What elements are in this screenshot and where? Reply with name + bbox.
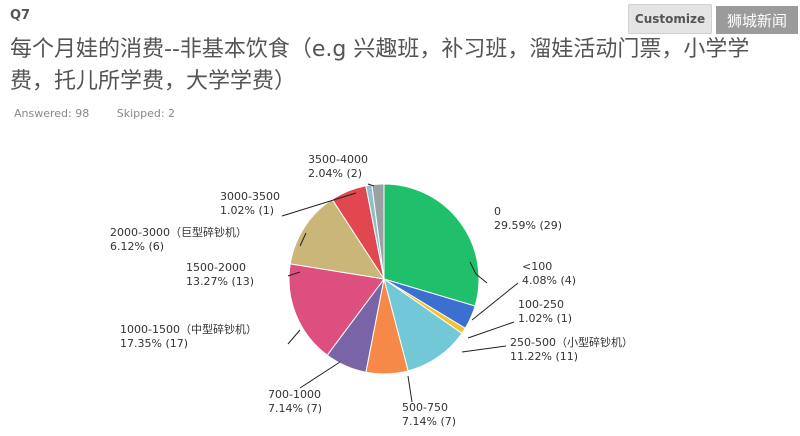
label-leader-line (299, 361, 341, 389)
pie-slice[interactable] (383, 183, 480, 307)
slice-label: 500-750 (402, 401, 448, 414)
slice-percent-label: 7.14% (7) (402, 415, 456, 428)
question-number: Q7 (10, 8, 31, 23)
skipped-count: Skipped: 2 (116, 107, 176, 120)
label-leader-line (299, 232, 307, 247)
slice-percent-label: 1.02% (1) (220, 204, 274, 217)
slice-label: 3000-3500 (220, 190, 280, 203)
label-leader-line (469, 261, 488, 284)
slice-percent-label: 17.35% (17) (120, 337, 188, 350)
label-leader-line (471, 282, 519, 321)
slice-label: <100 (522, 260, 552, 273)
slice-percent-label: 4.08% (4) (522, 274, 576, 287)
slice-label: 1500-2000 (186, 261, 246, 274)
label-leader-line (461, 345, 507, 353)
slice-percent-label: 7.14% (7) (268, 402, 322, 415)
response-stats: Answered: 98 Skipped: 2 (14, 107, 199, 120)
slice-label: 1000-1500（中型碎钞机） (120, 322, 257, 336)
question-title: 每个月娃的消费--非基本饮食（e.g 兴趣班，补习班，溜娃活动门票，小学学费，托… (10, 37, 750, 94)
slice-label: 700-1000 (268, 388, 321, 401)
slice-percent-label: 13.27% (13) (186, 275, 254, 288)
slice-label: 0 (494, 205, 501, 218)
slice-label: 2000-3000（巨型碎钞机） (110, 225, 247, 239)
pie-slice[interactable] (383, 277, 463, 372)
watermark-logo: 狮城新闻 (716, 6, 798, 34)
label-leader-line (281, 192, 357, 217)
pie-slice[interactable] (288, 263, 385, 356)
customize-button[interactable]: Customize (628, 4, 712, 34)
label-leader-line (287, 329, 301, 345)
slice-percent-label: 11.22% (11) (510, 350, 578, 363)
slice-percent-label: 29.59% (29) (494, 219, 562, 232)
slice-label: 100-250 (518, 298, 564, 311)
slice-percent-label: 2.04% (2) (308, 167, 362, 180)
label-leader-line (407, 375, 413, 403)
slice-percent-label: 1.02% (1) (518, 312, 572, 325)
slice-label: 3500-4000 (308, 153, 368, 166)
label-leader-line (467, 321, 515, 339)
answered-count: Answered: 98 (14, 107, 90, 120)
slice-percent-label: 6.12% (6) (110, 240, 164, 253)
label-leader-line (287, 271, 301, 277)
label-leader-line (367, 183, 375, 187)
slice-label: 250-500（小型碎钞机） (510, 335, 633, 349)
